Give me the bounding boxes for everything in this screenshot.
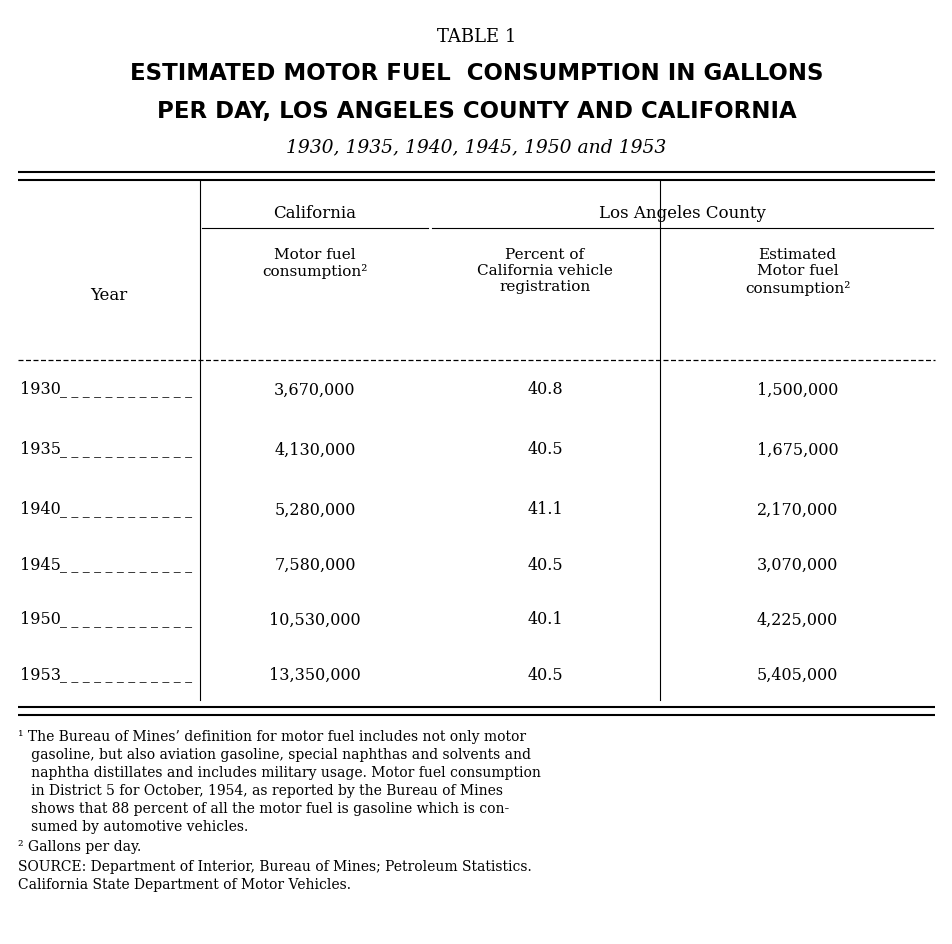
- Text: _ _ _ _ _ _ _ _ _ _ _ _: _ _ _ _ _ _ _ _ _ _ _ _: [60, 443, 192, 457]
- Text: _ _ _ _ _ _ _ _ _ _ _ _: _ _ _ _ _ _ _ _ _ _ _ _: [60, 503, 192, 517]
- Text: California: California: [273, 205, 356, 222]
- Text: _ _ _ _ _ _ _ _ _ _ _ _: _ _ _ _ _ _ _ _ _ _ _ _: [60, 613, 192, 627]
- Text: _ _ _ _ _ _ _ _ _ _ _ _: _ _ _ _ _ _ _ _ _ _ _ _: [60, 383, 192, 397]
- Text: 40.5: 40.5: [526, 666, 563, 683]
- Text: 1950: 1950: [20, 612, 61, 629]
- Text: California State Department of Motor Vehicles.: California State Department of Motor Veh…: [18, 878, 350, 892]
- Text: 1,500,000: 1,500,000: [756, 381, 838, 398]
- Text: Los Angeles County: Los Angeles County: [599, 205, 765, 222]
- Text: 40.5: 40.5: [526, 442, 563, 459]
- Text: 10,530,000: 10,530,000: [268, 612, 361, 629]
- Text: 40.8: 40.8: [526, 381, 563, 398]
- Text: PER DAY, LOS ANGELES COUNTY AND CALIFORNIA: PER DAY, LOS ANGELES COUNTY AND CALIFORN…: [156, 100, 796, 123]
- Text: 7,580,000: 7,580,000: [274, 557, 355, 574]
- Text: 1945: 1945: [20, 557, 61, 574]
- Text: Motor fuel
consumption²: Motor fuel consumption²: [262, 248, 367, 279]
- Text: 3,070,000: 3,070,000: [756, 557, 838, 574]
- Text: TABLE 1: TABLE 1: [436, 28, 516, 46]
- Text: 41.1: 41.1: [526, 501, 563, 518]
- Text: ¹ The Bureau of Mines’ definition for motor fuel includes not only motor: ¹ The Bureau of Mines’ definition for mo…: [18, 730, 526, 744]
- Text: ² Gallons per day.: ² Gallons per day.: [18, 840, 141, 854]
- Text: _ _ _ _ _ _ _ _ _ _ _ _: _ _ _ _ _ _ _ _ _ _ _ _: [60, 558, 192, 572]
- Text: 13,350,000: 13,350,000: [268, 666, 361, 683]
- Text: 1,675,000: 1,675,000: [756, 442, 838, 459]
- Text: 4,225,000: 4,225,000: [756, 612, 837, 629]
- Text: 5,280,000: 5,280,000: [274, 501, 355, 518]
- Text: 1930: 1930: [20, 381, 61, 398]
- Text: 2,170,000: 2,170,000: [756, 501, 838, 518]
- Text: naphtha distillates and includes military usage. Motor fuel consumption: naphtha distillates and includes militar…: [18, 766, 541, 780]
- Text: gasoline, but also aviation gasoline, special naphthas and solvents and: gasoline, but also aviation gasoline, sp…: [18, 748, 530, 762]
- Text: 5,405,000: 5,405,000: [756, 666, 838, 683]
- Text: Percent of
California vehicle
registration: Percent of California vehicle registrati…: [477, 248, 612, 295]
- Text: 1953: 1953: [20, 666, 61, 683]
- Text: in District 5 for October, 1954, as reported by the Bureau of Mines: in District 5 for October, 1954, as repo…: [18, 784, 503, 798]
- Text: shows that 88 percent of all the motor fuel is gasoline which is con-: shows that 88 percent of all the motor f…: [18, 802, 508, 816]
- Text: Year: Year: [90, 286, 128, 304]
- Text: 3,670,000: 3,670,000: [274, 381, 355, 398]
- Text: ESTIMATED MOTOR FUEL  CONSUMPTION IN GALLONS: ESTIMATED MOTOR FUEL CONSUMPTION IN GALL…: [129, 62, 823, 85]
- Text: 4,130,000: 4,130,000: [274, 442, 355, 459]
- Text: 1930, 1935, 1940, 1945, 1950 and 1953: 1930, 1935, 1940, 1945, 1950 and 1953: [286, 138, 666, 156]
- Text: SOURCE: Department of Interior, Bureau of Mines; Petroleum Statistics.: SOURCE: Department of Interior, Bureau o…: [18, 860, 531, 874]
- Text: 40.1: 40.1: [526, 612, 563, 629]
- Text: Estimated
Motor fuel
consumption²: Estimated Motor fuel consumption²: [744, 248, 849, 295]
- Text: _ _ _ _ _ _ _ _ _ _ _ _: _ _ _ _ _ _ _ _ _ _ _ _: [60, 668, 192, 682]
- Text: 40.5: 40.5: [526, 557, 563, 574]
- Text: 1935: 1935: [20, 442, 61, 459]
- Text: sumed by automotive vehicles.: sumed by automotive vehicles.: [18, 820, 248, 834]
- Text: 1940: 1940: [20, 501, 61, 518]
